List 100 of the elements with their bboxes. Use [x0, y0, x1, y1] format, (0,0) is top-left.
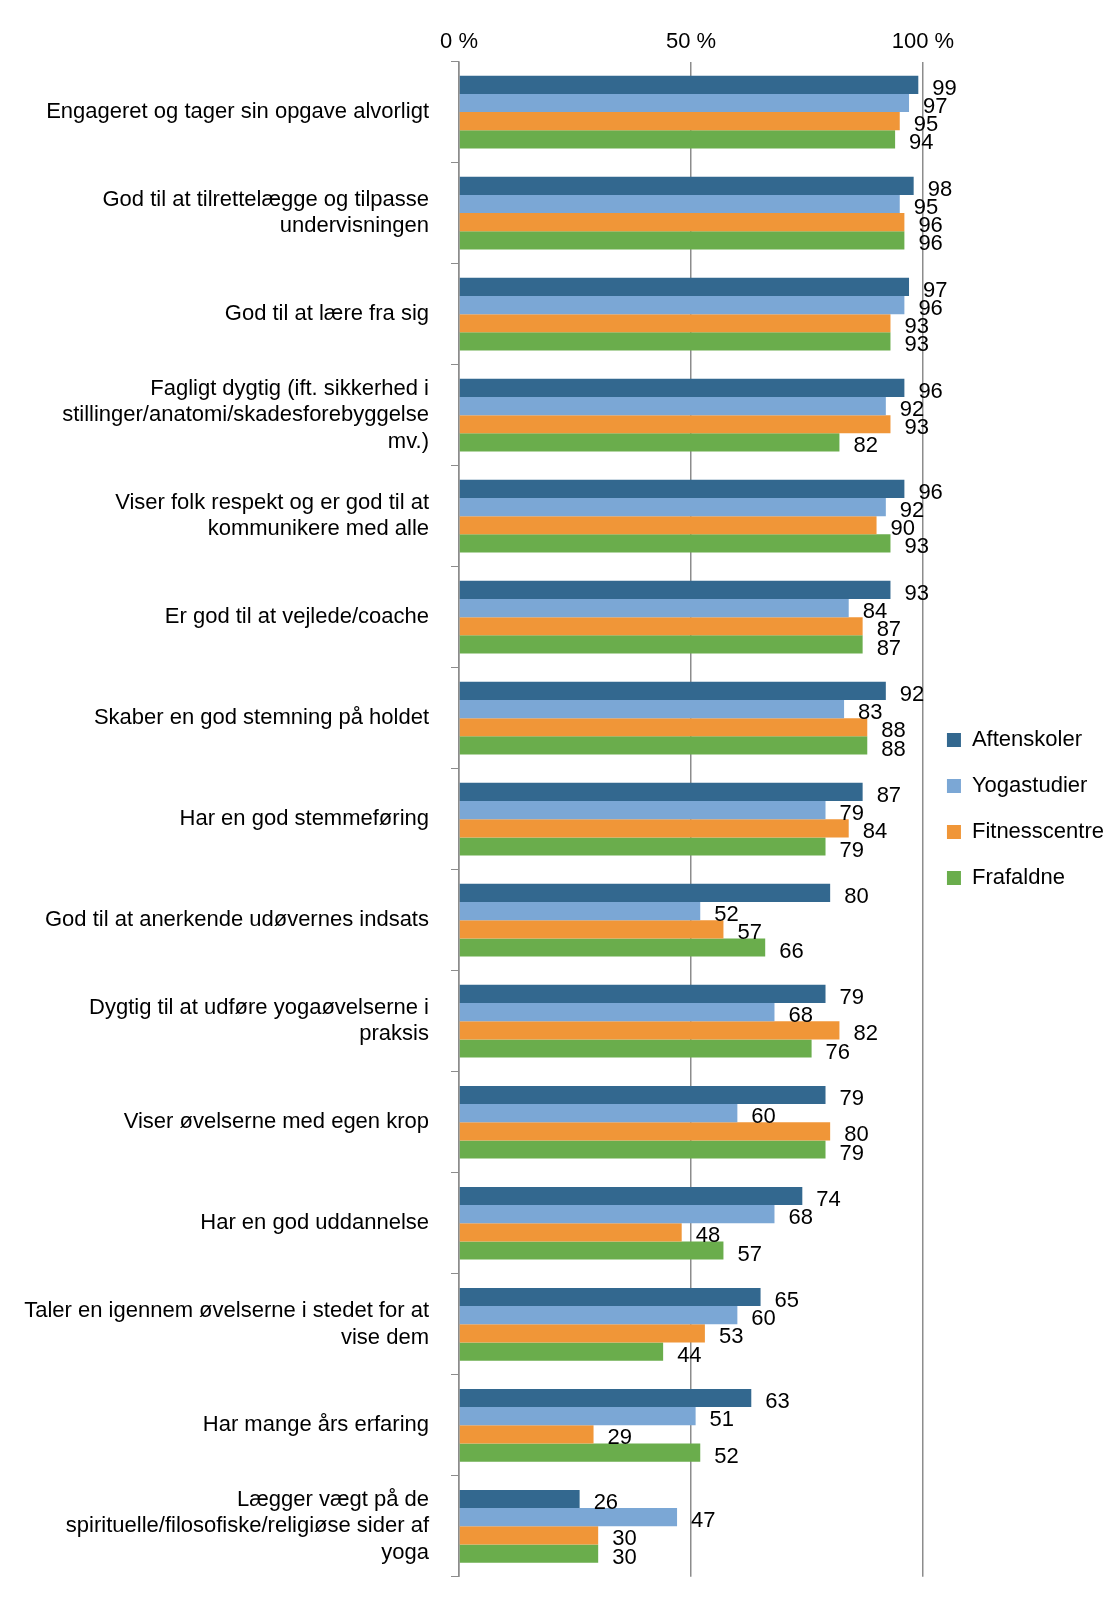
data-label: 79 [839, 1085, 864, 1111]
data-label: 65 [774, 1287, 800, 1313]
bar [459, 176, 914, 195]
bar [459, 415, 891, 434]
bar [459, 534, 891, 553]
bar [459, 736, 868, 755]
y-tick-label: Viser folk respekt og er god til at kommunikere med alle [115, 489, 429, 541]
data-label: 76 [825, 1038, 851, 1064]
bar [459, 1443, 701, 1462]
bar [459, 984, 826, 1004]
legend-label: Frafaldne [971, 864, 1065, 890]
x-tick-label: 0 % [440, 28, 478, 54]
bar [459, 1508, 678, 1527]
bar [459, 194, 900, 214]
bar [459, 1526, 599, 1545]
bar [459, 314, 891, 333]
data-label: 52 [714, 1442, 739, 1468]
data-label: 93 [904, 579, 929, 605]
y-tick-label: Skaber en god stemning på holdet [93, 704, 429, 730]
data-label: 48 [695, 1222, 721, 1248]
legend-label: Fitnesscentre [971, 818, 1105, 844]
data-label: 29 [607, 1424, 633, 1450]
data-label: 79 [839, 800, 864, 826]
data-label: 92 [899, 680, 925, 706]
y-tick-label: Har mange års erfaring [202, 1411, 429, 1437]
bar [459, 1241, 724, 1260]
bar [459, 1407, 696, 1426]
bar [459, 112, 900, 131]
data-label: 82 [853, 432, 878, 458]
bar [459, 681, 886, 700]
y-tick-label: God til at anerkende udøvernes indsats [44, 906, 429, 932]
y-tick-label: Lægger vægt på de spirituelle/filosofiske/religiøse sider af yoga [65, 1485, 430, 1564]
bar [459, 213, 905, 232]
bar [459, 516, 877, 535]
data-label: 79 [839, 836, 864, 862]
y-tick-label: Dygtig til at udføre yogaøvelserne i praksis [89, 994, 429, 1046]
data-label: 83 [858, 699, 883, 725]
bar [459, 837, 826, 856]
bar [459, 1544, 599, 1563]
bar [459, 1205, 775, 1224]
bar [459, 1287, 761, 1307]
bar [459, 1223, 682, 1242]
data-label: 47 [691, 1507, 716, 1533]
bar [459, 1342, 664, 1361]
bar [459, 1388, 752, 1408]
y-tick-label: Engageret og tager sin opgave alvorligt [46, 98, 429, 124]
bar [459, 1085, 826, 1105]
bar [459, 332, 891, 351]
y-tick-label: God til at lære fra sig [224, 300, 429, 326]
x-tick-label: 100 % [891, 28, 955, 54]
bar [459, 479, 905, 498]
y-tick-label: Har en god stemmeføring [179, 805, 429, 831]
bar [459, 1324, 705, 1343]
bar [459, 1021, 840, 1040]
bar [459, 1140, 826, 1159]
data-label: 44 [677, 1341, 702, 1367]
bar [459, 1425, 594, 1444]
bar [459, 801, 826, 820]
bar [459, 1489, 580, 1509]
bar [459, 378, 905, 397]
data-label: 57 [737, 919, 762, 945]
bar [459, 1186, 803, 1206]
bar [459, 231, 905, 250]
bar [459, 1039, 812, 1058]
data-label: 74 [816, 1186, 841, 1212]
data-label: 80 [844, 883, 869, 908]
y-tick-label: Er god til at vejlede/coache [164, 603, 429, 629]
bar [459, 1104, 738, 1123]
data-label: 60 [751, 1305, 776, 1331]
y-tick-label: God til at tilrettelægge og tilpasse undervisningen [102, 185, 429, 238]
bar [459, 130, 896, 149]
bar [459, 93, 910, 113]
bar [459, 1306, 738, 1325]
data-label: 63 [765, 1388, 790, 1414]
data-label: 68 [788, 1002, 813, 1028]
bar [459, 617, 863, 636]
data-label: 53 [718, 1323, 744, 1349]
bar [459, 938, 766, 957]
data-label: 26 [593, 1489, 619, 1515]
bar [459, 598, 849, 618]
legend-label: Yogastudier [971, 772, 1088, 798]
bar [459, 433, 840, 452]
y-tick-label: Taler en igennem øvelserne i stedet for at vise dem [24, 1297, 429, 1349]
bar [459, 75, 919, 94]
data-label: 82 [853, 1020, 878, 1046]
bar [459, 580, 891, 599]
bar [459, 920, 724, 939]
bar [459, 497, 886, 517]
data-label: 51 [709, 1406, 735, 1432]
bar [459, 1122, 831, 1141]
y-tick-label: Fagligt dygtig (ift. sikkerhed i stillinger/anatomi/skadesforebyggelse mv.) [62, 374, 429, 453]
data-label: 68 [788, 1204, 813, 1230]
data-label: 84 [862, 818, 888, 844]
bar [459, 782, 863, 802]
data-label: 87 [876, 781, 902, 807]
y-tick-label: Har en god uddannelse [200, 1209, 429, 1235]
bar [459, 635, 863, 654]
bar [459, 295, 905, 315]
bar [459, 277, 910, 296]
bar [459, 1003, 775, 1022]
